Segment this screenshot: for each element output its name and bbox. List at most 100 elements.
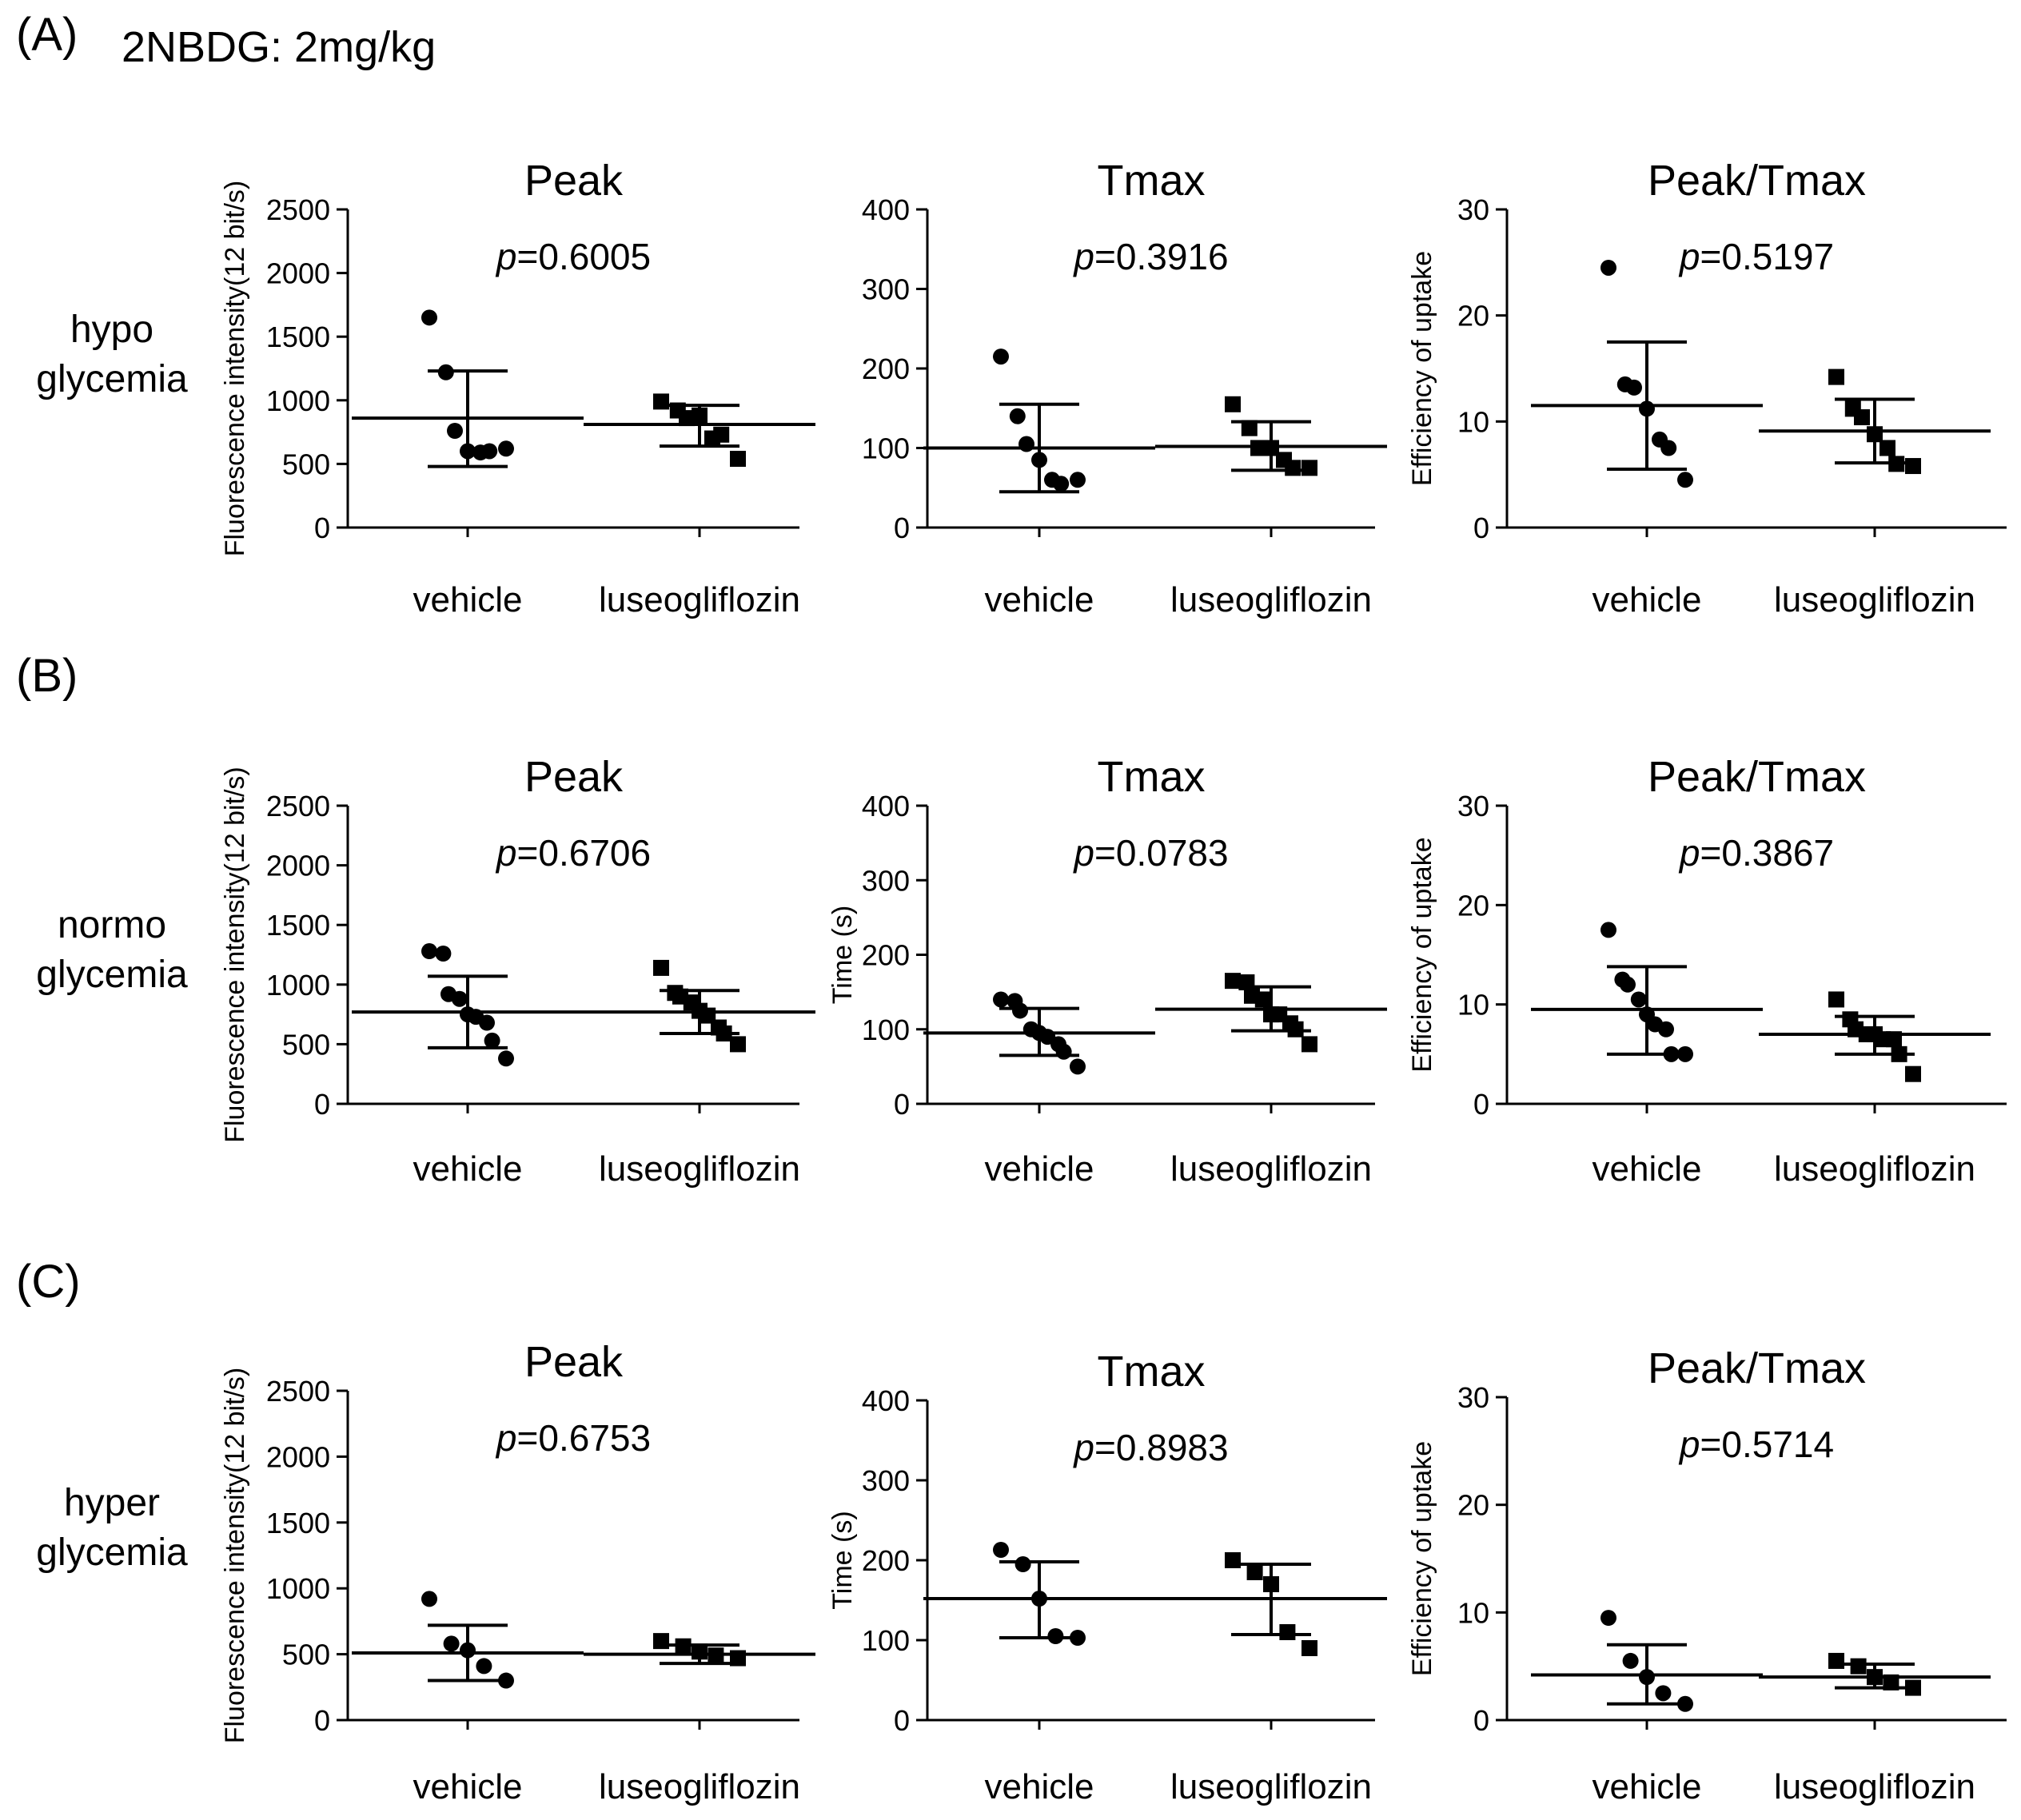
y-tick-label: 2500: [266, 790, 330, 822]
y-tick-label: 2000: [266, 1440, 330, 1473]
data-point: [421, 943, 437, 960]
y-tick-label: 1000: [266, 384, 330, 417]
series-luseogliflozin: [584, 1633, 815, 1667]
row-label-line1: normo: [57, 904, 167, 946]
data-point: [653, 1633, 669, 1650]
data-point: [1867, 426, 1883, 443]
row-label-hypo: hypo glycemia: [8, 305, 216, 404]
data-point: [1018, 436, 1034, 452]
data-point: [1888, 456, 1905, 472]
data-point: [1600, 1610, 1616, 1627]
y-tick-label: 20: [1457, 889, 1489, 922]
p-symbol: p: [1072, 1427, 1094, 1468]
data-point: [1070, 1058, 1086, 1075]
data-point: [1225, 396, 1241, 412]
data-point: [498, 1050, 514, 1067]
data-point: [993, 1542, 1009, 1558]
chart-title: Peak/Tmax: [1648, 753, 1866, 801]
y-tick-label: 0: [894, 1088, 910, 1121]
data-point: [1031, 452, 1047, 468]
data-point: [1246, 1564, 1263, 1580]
data-point: [498, 440, 514, 457]
series-luseogliflozin: [1759, 991, 1991, 1082]
p-value-label: p=0.5714: [1678, 1424, 1834, 1465]
p-symbol: p: [1072, 832, 1094, 874]
y-tick-label: 0: [314, 512, 330, 544]
p-symbol: p: [1678, 1424, 1700, 1465]
data-point: [1600, 922, 1616, 938]
y-tick-label: 0: [314, 1088, 330, 1121]
data-point: [1012, 1002, 1028, 1019]
y-tick-label: 0: [1473, 512, 1489, 544]
category-label-vehicle: vehicle: [1592, 1767, 1702, 1806]
y-tick-label: 10: [1457, 989, 1489, 1022]
y-tick-label: 0: [314, 1704, 330, 1737]
chart-title: Tmax: [1098, 1348, 1206, 1396]
data-point: [437, 364, 454, 380]
p-number: =0.5714: [1700, 1424, 1835, 1465]
data-point: [435, 946, 452, 962]
data-point: [1905, 458, 1921, 475]
data-point: [1031, 1591, 1047, 1607]
data-point: [993, 348, 1009, 365]
data-point: [447, 423, 463, 440]
data-point: [1828, 991, 1844, 1008]
panel-b-label: (B): [16, 650, 78, 702]
y-tick-label: 300: [862, 1464, 910, 1497]
category-label-luseogliflozin: luseogliflozin: [1774, 1767, 1975, 1806]
y-tick-label: 20: [1457, 1489, 1489, 1522]
category-label-luseogliflozin: luseogliflozin: [1170, 580, 1372, 619]
data-point: [1285, 460, 1301, 476]
data-point: [1055, 1043, 1072, 1060]
y-tick-label: 30: [1457, 790, 1489, 822]
y-tick-label: 100: [862, 1624, 910, 1657]
y-tick-label: 2500: [266, 193, 330, 226]
series-vehicle: [923, 348, 1155, 494]
p-symbol: p: [495, 236, 517, 277]
series-luseogliflozin: [584, 393, 815, 468]
row-label-hyper: hyper glycemia: [8, 1479, 216, 1578]
data-point: [993, 991, 1009, 1008]
y-axis-label: Efficiency of uptake: [1407, 837, 1437, 1072]
data-point: [1891, 1045, 1907, 1062]
y-tick-label: 300: [862, 864, 910, 897]
y-tick-label: 300: [862, 273, 910, 306]
series-luseogliflozin: [1155, 1552, 1387, 1656]
y-tick-label: 500: [282, 1028, 330, 1061]
row-label-normo: normo glycemia: [8, 901, 216, 1000]
y-tick-label: 2000: [266, 850, 330, 882]
data-point: [1620, 976, 1636, 993]
y-axis-label: Fluorescence intensity(12 bit/s): [220, 1368, 250, 1744]
y-tick-label: 20: [1457, 300, 1489, 333]
data-point: [1677, 472, 1693, 488]
series-vehicle: [923, 991, 1155, 1075]
y-tick-label: 1000: [266, 1572, 330, 1605]
y-tick-label: 10: [1457, 405, 1489, 438]
data-point: [1047, 1628, 1064, 1644]
p-value-label: p=0.8983: [1072, 1427, 1228, 1468]
series-luseogliflozin: [1759, 368, 1991, 475]
y-tick-label: 2000: [266, 257, 330, 290]
data-point: [1279, 1624, 1296, 1640]
data-point: [1263, 440, 1279, 456]
p-value-label: p=0.0783: [1072, 832, 1228, 874]
data-point: [1660, 440, 1677, 456]
p-value-label: p=0.6753: [495, 1417, 651, 1459]
data-point: [1677, 1045, 1693, 1062]
data-point: [1009, 408, 1026, 424]
chart-title: Peak: [524, 1338, 624, 1386]
p-number: =0.6753: [517, 1417, 652, 1459]
series-luseogliflozin: [584, 959, 815, 1053]
y-axis-label: Time (s): [827, 906, 858, 1004]
data-point: [1263, 1576, 1279, 1592]
chart-panel-7: Peakp=0.675305001000150020002500Fluoresc…: [220, 1338, 815, 1806]
chart-title: Peak: [524, 753, 624, 801]
data-point: [708, 1647, 724, 1664]
row-label-line1: hypo: [70, 309, 154, 351]
data-point: [730, 1036, 746, 1053]
data-point: [1850, 1658, 1867, 1675]
data-point: [443, 1635, 460, 1652]
data-point: [1828, 1652, 1844, 1669]
p-number: =0.6706: [517, 832, 652, 874]
p-number: =0.0783: [1094, 832, 1229, 874]
